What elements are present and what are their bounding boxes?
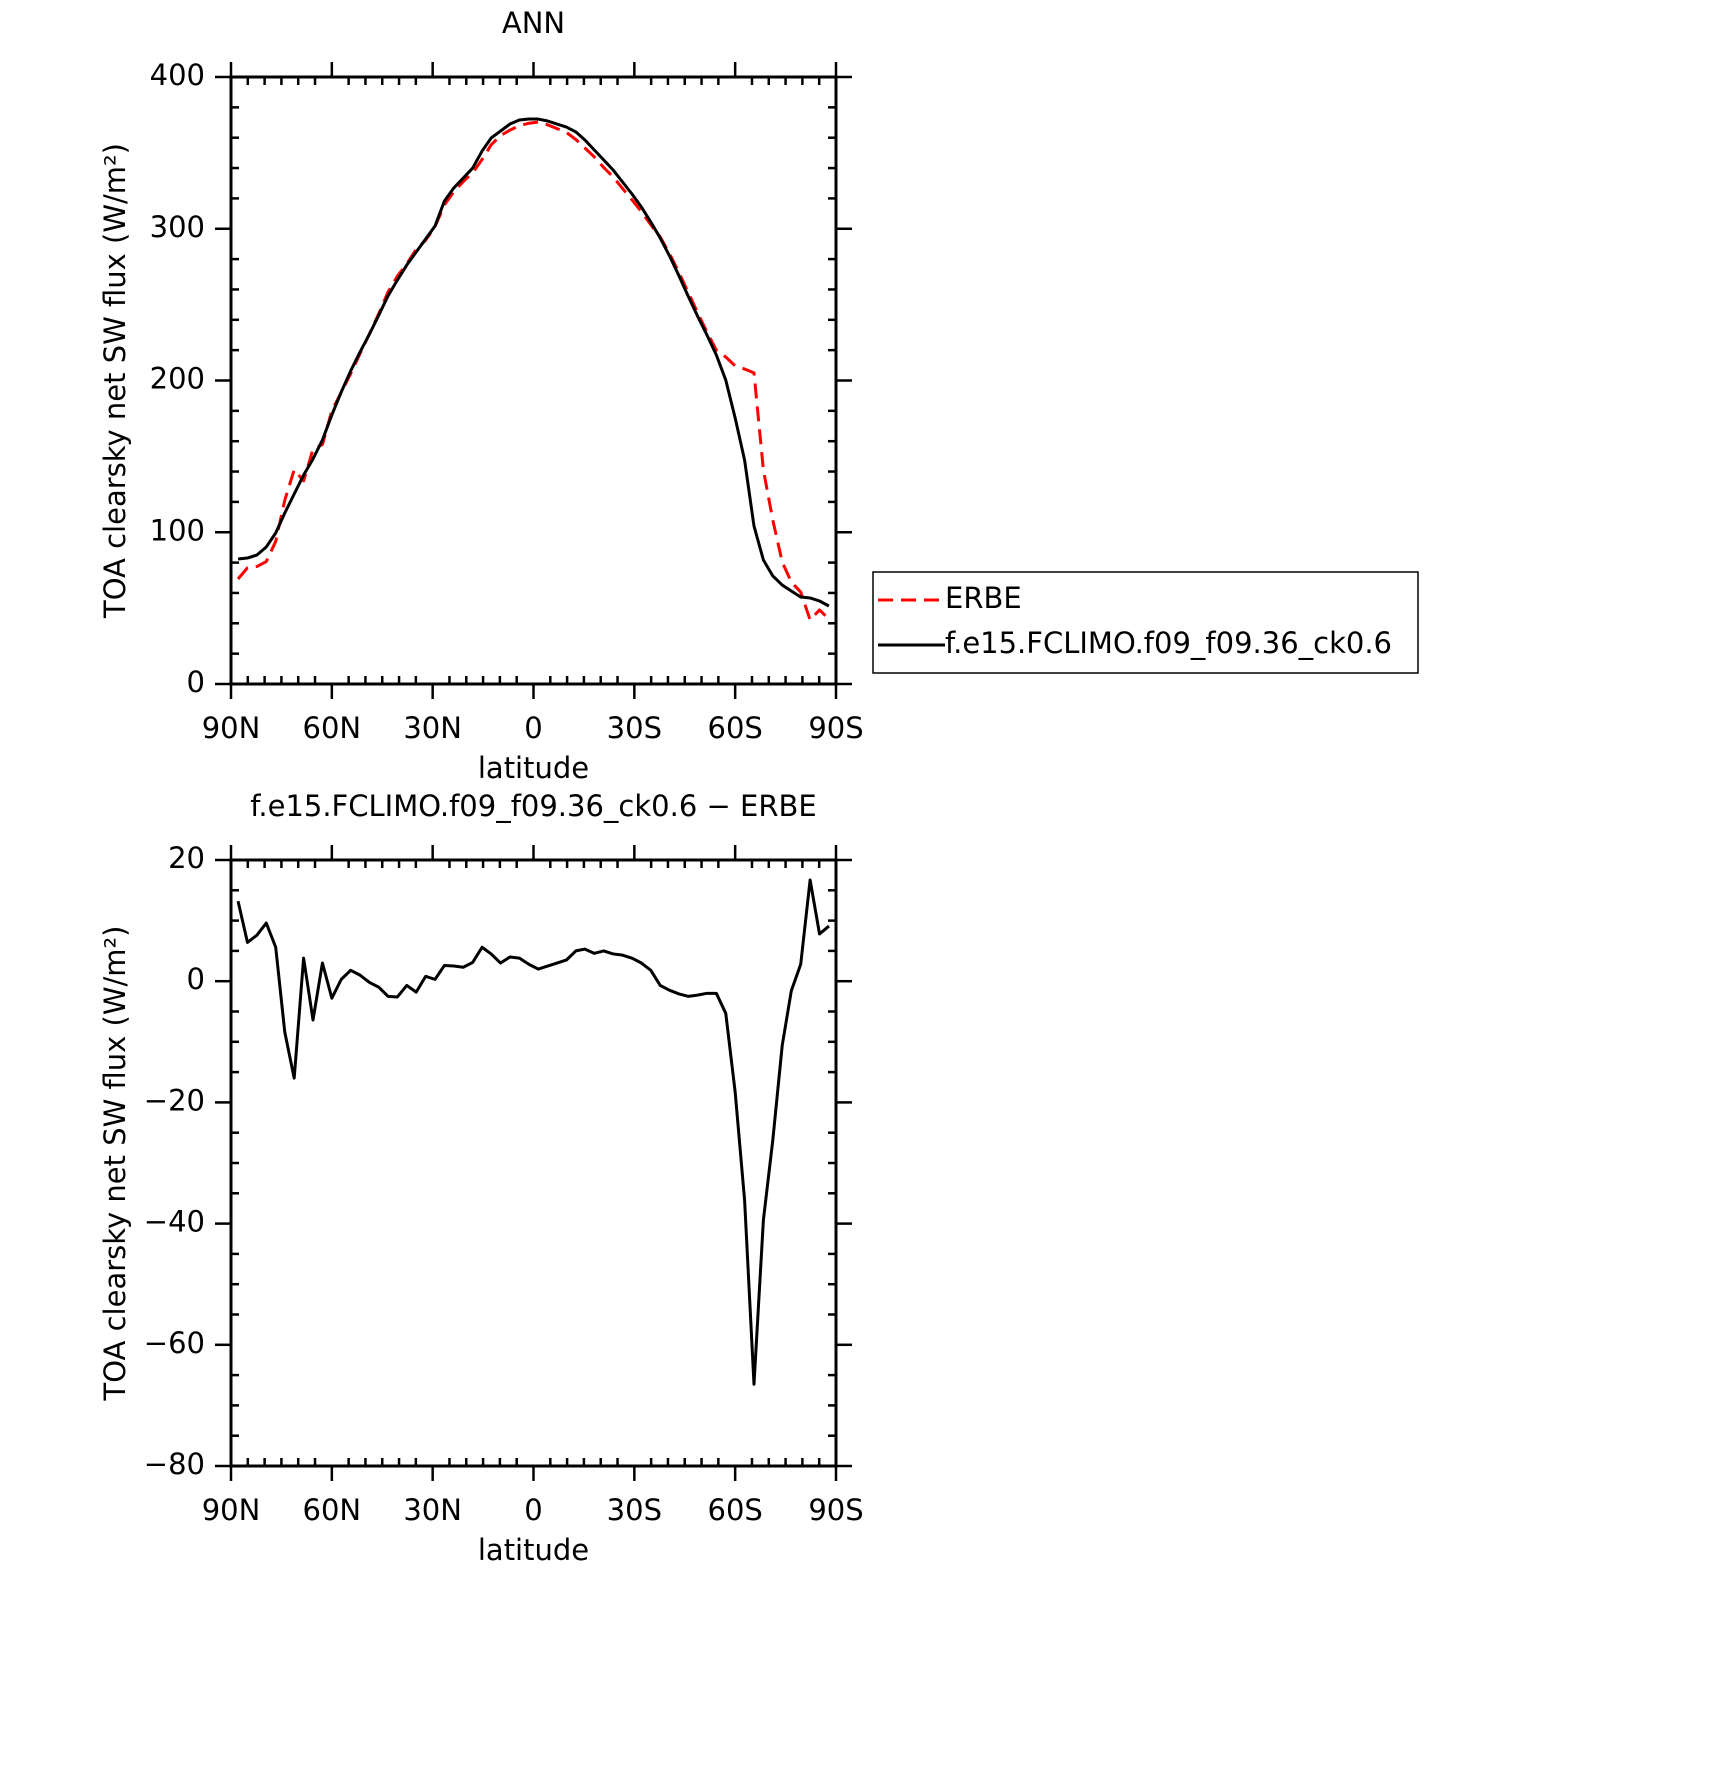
x-tick-label: 60N	[303, 1493, 362, 1527]
x-tick-label: 30S	[607, 711, 662, 745]
data-line	[236, 120, 830, 622]
y-tick-label: 200	[150, 362, 205, 396]
x-tick-label: 60N	[303, 711, 362, 745]
y-tick-label: −60	[144, 1326, 205, 1360]
y-tick-label: −40	[144, 1205, 205, 1239]
x-tick-label: 90N	[202, 1493, 261, 1527]
x-tick-label: 60S	[708, 1493, 763, 1527]
x-tick-label: 0	[524, 1493, 542, 1527]
y-tick-label: 100	[150, 513, 205, 547]
chart-title: f.e15.FCLIMO.f09_f09.36_ck0.6 − ERBE	[250, 789, 816, 823]
x-tick-label: 30N	[403, 1493, 462, 1527]
data-line	[237, 117, 830, 608]
x-tick-label: 0	[524, 711, 542, 745]
x-tick-label: 60S	[708, 711, 763, 745]
y-tick-label: 400	[150, 58, 205, 92]
x-axis-label: latitude	[478, 751, 589, 785]
y-tick-label: −20	[144, 1083, 205, 1117]
y-tick-label: −80	[144, 1447, 205, 1481]
x-tick-label: 90N	[202, 711, 261, 745]
legend-label: ERBE	[945, 581, 1022, 615]
legend-label: f.e15.FCLIMO.f09_f09.36_ck0.6	[945, 626, 1392, 660]
y-axis-label: TOA clearsky net SW flux (W/m²)	[98, 143, 132, 619]
x-tick-label: 30S	[607, 1493, 662, 1527]
data-line	[236, 878, 830, 1386]
x-tick-label: 90S	[808, 711, 863, 745]
y-tick-label: 300	[150, 210, 205, 244]
y-axis-label: TOA clearsky net SW flux (W/m²)	[98, 926, 132, 1402]
chart-title: ANN	[502, 6, 565, 40]
y-tick-label: 0	[187, 665, 205, 699]
plot-frame	[229, 75, 838, 686]
x-tick-label: 90S	[808, 1493, 863, 1527]
plot-frame	[229, 858, 838, 1468]
legend-box	[872, 571, 1419, 674]
y-tick-label: 20	[168, 841, 205, 875]
x-tick-label: 30N	[403, 711, 462, 745]
x-axis-label: latitude	[478, 1533, 589, 1567]
y-tick-label: 0	[187, 962, 205, 996]
